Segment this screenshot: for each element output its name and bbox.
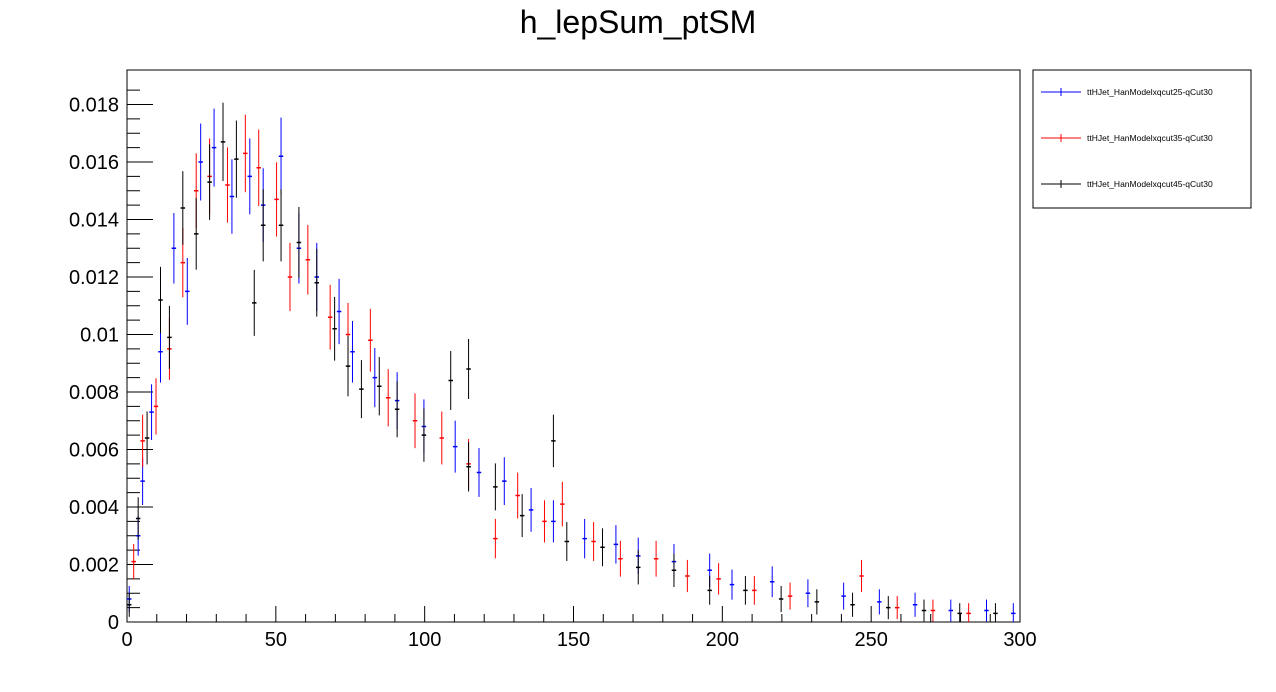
legend-box bbox=[1032, 69, 1252, 209]
x-tick-label: 100 bbox=[408, 629, 441, 651]
y-tick-label: 0.01 bbox=[80, 325, 119, 347]
plot-frame bbox=[126, 69, 1021, 623]
chart-title: h_lepSum_ptSM bbox=[519, 4, 757, 40]
y-tick-label: 0.006 bbox=[69, 440, 119, 462]
y-tick-label: 0.012 bbox=[69, 267, 119, 289]
x-tick-label: 150 bbox=[557, 629, 590, 651]
x-tick-label: 0 bbox=[121, 629, 132, 651]
y-tick-label: 0.014 bbox=[69, 210, 119, 232]
y-tick-label: 0.016 bbox=[69, 152, 119, 174]
y-tick-label: 0.018 bbox=[69, 95, 119, 117]
legend-entry: ttHJet_HanModelxqcut25-qCut30 bbox=[1087, 87, 1213, 97]
x-tick-label: 50 bbox=[265, 629, 287, 651]
y-tick-label: 0.002 bbox=[69, 555, 119, 577]
y-tick-label: 0.008 bbox=[69, 382, 119, 404]
y-tick-label: 0.004 bbox=[69, 497, 119, 519]
x-tick-label: 200 bbox=[706, 629, 739, 651]
legend-entry: ttHJet_HanModelxqcut45-qCut30 bbox=[1087, 179, 1213, 189]
x-tick-label: 300 bbox=[1003, 629, 1036, 651]
x-tick-label: 250 bbox=[854, 629, 887, 651]
y-tick-label: 0 bbox=[108, 612, 119, 634]
legend-entry: ttHJet_HanModelxqcut35-qCut30 bbox=[1087, 133, 1213, 143]
